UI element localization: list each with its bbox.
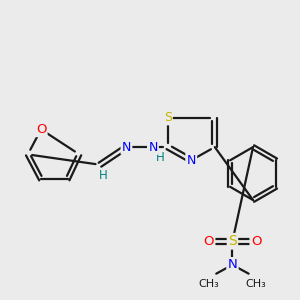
Text: H: H bbox=[156, 151, 165, 164]
Text: CH₃: CH₃ bbox=[199, 279, 219, 289]
Text: O: O bbox=[36, 123, 46, 136]
Text: O: O bbox=[204, 235, 214, 248]
Text: N: N bbox=[122, 141, 131, 154]
Text: N: N bbox=[187, 154, 196, 167]
Text: S: S bbox=[228, 234, 237, 248]
Text: CH₃: CH₃ bbox=[246, 279, 266, 289]
Text: O: O bbox=[251, 235, 261, 248]
Text: H: H bbox=[99, 169, 108, 182]
Text: N: N bbox=[228, 258, 237, 271]
Text: S: S bbox=[164, 111, 172, 124]
Text: N: N bbox=[148, 141, 158, 154]
